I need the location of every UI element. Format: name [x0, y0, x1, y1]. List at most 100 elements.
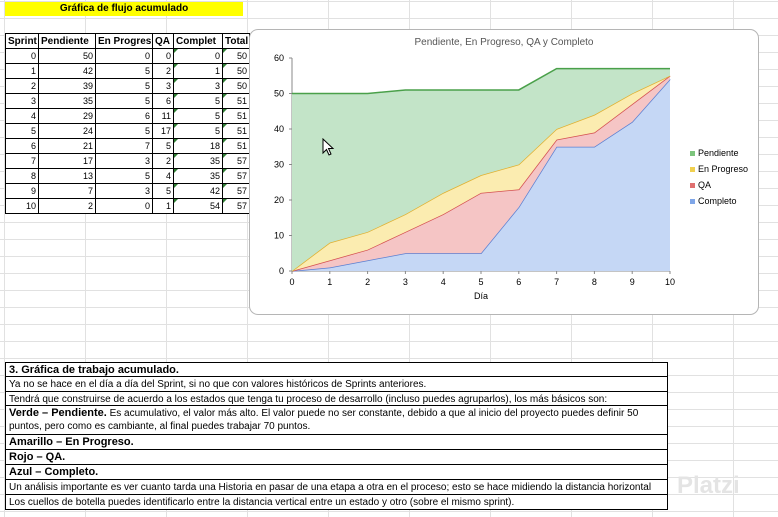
table-cell[interactable]: 29	[38, 108, 96, 124]
table-row[interactable]: 5 24 5 17 5 51	[5, 123, 250, 139]
table-cell[interactable]: 5	[95, 93, 153, 109]
table-cell[interactable]: 2	[152, 153, 174, 169]
table-row[interactable]: 10 2 0 1 54 57	[5, 198, 250, 214]
table-row[interactable]: 2 39 5 3 3 50	[5, 78, 250, 94]
cumulative-flow-chart[interactable]: Pendiente, En Progreso, QA y Completo 0 1…	[249, 29, 759, 315]
table-cell[interactable]: 35	[173, 153, 223, 169]
table-cell[interactable]: 13	[38, 168, 96, 184]
column-header[interactable]: Complet	[173, 33, 223, 49]
table-cell[interactable]: 21	[38, 138, 96, 154]
table-cell[interactable]: 1	[152, 198, 174, 214]
table-cell[interactable]: 5	[173, 108, 223, 124]
table-cell[interactable]: 2	[38, 198, 96, 214]
table-cell[interactable]: 51	[222, 93, 250, 109]
table-cell[interactable]: 57	[222, 183, 250, 199]
y-tick-label: 60	[274, 53, 284, 63]
column-header[interactable]: En Progres	[95, 33, 153, 49]
table-cell[interactable]: 2	[5, 78, 39, 94]
table-row[interactable]: 8 13 5 4 35 57	[5, 168, 250, 184]
column-header[interactable]: Total	[222, 33, 250, 49]
table-cell[interactable]: 3	[95, 183, 153, 199]
column-header[interactable]: Pendiente	[38, 33, 96, 49]
table-row[interactable]: 3 35 5 6 5 51	[5, 93, 250, 109]
table-cell[interactable]: 5	[5, 123, 39, 139]
table-cell[interactable]: 7	[95, 138, 153, 154]
table-cell[interactable]: 50	[222, 48, 250, 64]
table-cell[interactable]: 0	[173, 48, 223, 64]
table-cell[interactable]: 54	[173, 198, 223, 214]
table-cell[interactable]: 2	[152, 63, 174, 79]
table-cell[interactable]: 11	[152, 108, 174, 124]
table-cell[interactable]: 3	[95, 153, 153, 169]
table-cell[interactable]: 39	[38, 78, 96, 94]
table-cell[interactable]: 5	[152, 183, 174, 199]
table-row[interactable]: 0 50 0 0 0 50	[5, 48, 250, 64]
section-line-2: Tendrá que construirse de acuerdo a los …	[5, 392, 668, 406]
table-cell[interactable]: 6	[152, 93, 174, 109]
column-header[interactable]: Sprint	[5, 33, 39, 49]
table-cell[interactable]: 51	[222, 138, 250, 154]
table-cell[interactable]: 51	[222, 123, 250, 139]
table-cell[interactable]: 5	[173, 93, 223, 109]
column-header[interactable]: QA	[152, 33, 174, 49]
table-row[interactable]: 4 29 6 11 5 51	[5, 108, 250, 124]
table-cell[interactable]: 7	[38, 183, 96, 199]
table-row[interactable]: 1 42 5 2 1 50	[5, 63, 250, 79]
sheet-title: Gráfica de flujo acumulado	[5, 2, 243, 16]
table-cell[interactable]: 5	[95, 78, 153, 94]
table-row[interactable]: 9 7 3 5 42 57	[5, 183, 250, 199]
verde-title: Verde – Pendiente.	[9, 407, 107, 419]
x-tick-label: 9	[630, 277, 635, 287]
x-tick-label: 10	[665, 277, 675, 287]
table-row[interactable]: 6 21 7 5 18 51	[5, 138, 250, 154]
table-cell[interactable]: 8	[5, 168, 39, 184]
section-line-4: Los cuellos de botella puedes identifica…	[5, 495, 668, 510]
table-cell[interactable]: 5	[95, 168, 153, 184]
table-cell[interactable]: 50	[222, 78, 250, 94]
chart-plot: 0 10 20 30 40 50 60 0 1 2 3 4 5 6 7 8 9 10 Día Pendiente En …	[274, 53, 748, 301]
table-cell[interactable]: 6	[95, 108, 153, 124]
legend-swatch	[690, 183, 695, 188]
x-tick-label: 6	[516, 277, 521, 287]
table-cell[interactable]: 50	[222, 63, 250, 79]
table-cell[interactable]: 9	[5, 183, 39, 199]
table-cell[interactable]: 35	[38, 93, 96, 109]
table-cell[interactable]: 35	[173, 168, 223, 184]
table-cell[interactable]: 17	[38, 153, 96, 169]
table-cell[interactable]: 3	[152, 78, 174, 94]
y-tick-label: 0	[279, 266, 284, 276]
table-row[interactable]: 7 17 3 2 35 57	[5, 153, 250, 169]
table-cell[interactable]: 10	[5, 198, 39, 214]
table-cell[interactable]: 57	[222, 198, 250, 214]
table-cell[interactable]: 0	[152, 48, 174, 64]
table-cell[interactable]: 24	[38, 123, 96, 139]
table-cell[interactable]: 51	[222, 108, 250, 124]
table-cell[interactable]: 57	[222, 168, 250, 184]
legend-item: Completo	[698, 196, 737, 206]
table-cell[interactable]: 5	[95, 123, 153, 139]
table-cell[interactable]: 4	[152, 168, 174, 184]
sprint-table[interactable]: Sprint Pendiente En Progres QA Complet Total …	[5, 33, 250, 214]
table-cell[interactable]: 5	[95, 63, 153, 79]
table-cell[interactable]: 6	[5, 138, 39, 154]
table-cell[interactable]: 4	[5, 108, 39, 124]
table-cell[interactable]: 42	[38, 63, 96, 79]
table-cell[interactable]: 57	[222, 153, 250, 169]
table-cell[interactable]: 7	[5, 153, 39, 169]
table-cell[interactable]: 0	[95, 48, 153, 64]
table-cell[interactable]: 5	[173, 123, 223, 139]
table-cell[interactable]: 0	[5, 48, 39, 64]
table-cell[interactable]: 50	[38, 48, 96, 64]
table-cell[interactable]: 18	[173, 138, 223, 154]
table-cell[interactable]: 1	[173, 63, 223, 79]
table-cell[interactable]: 42	[173, 183, 223, 199]
table-cell[interactable]: 5	[152, 138, 174, 154]
table-cell[interactable]: 3	[5, 93, 39, 109]
x-tick-label: 5	[478, 277, 483, 287]
section-line-3: Un análisis importante es ver cuanto tar…	[5, 480, 668, 495]
table-cell[interactable]: 17	[152, 123, 174, 139]
azul-title: Azul – Completo.	[9, 466, 99, 478]
table-cell[interactable]: 1	[5, 63, 39, 79]
table-cell[interactable]: 3	[173, 78, 223, 94]
table-cell[interactable]: 0	[95, 198, 153, 214]
